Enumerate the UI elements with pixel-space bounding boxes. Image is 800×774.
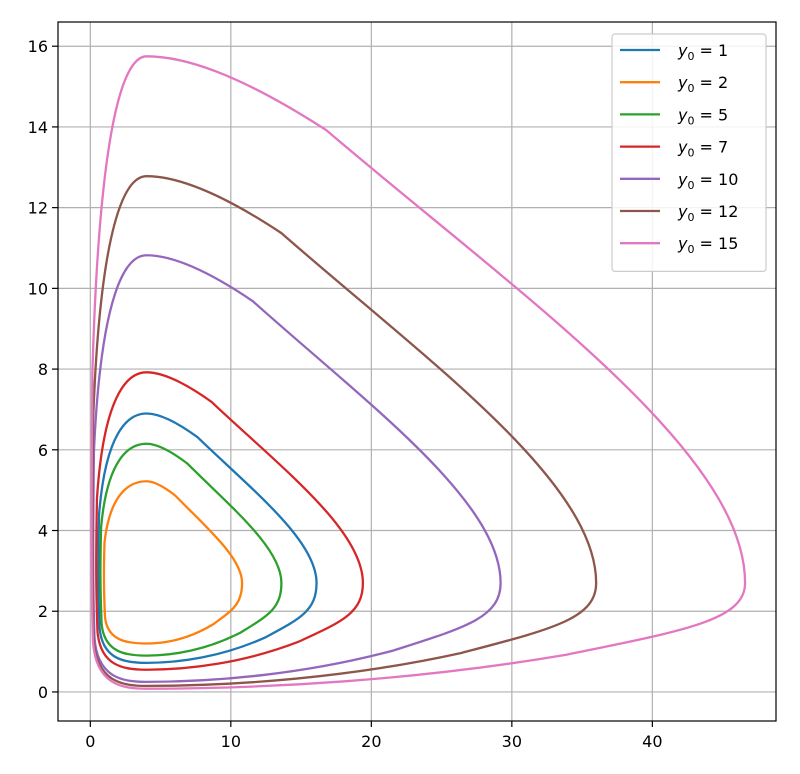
orbit-curve-y0-2 bbox=[102, 480, 244, 645]
y-tick-label: 10 bbox=[28, 279, 48, 298]
y-tick-label: 8 bbox=[38, 360, 48, 379]
legend-label-y0-15: y0 = 15 bbox=[677, 234, 738, 256]
orbit-curve-y0-1 bbox=[97, 412, 318, 665]
legend-label-y0-10: y0 = 10 bbox=[677, 170, 738, 192]
legend-label-y0-7: y0 = 7 bbox=[677, 138, 728, 160]
y-tick-label: 4 bbox=[38, 522, 48, 541]
x-tick-label: 40 bbox=[642, 732, 662, 751]
x-tick-label: 20 bbox=[361, 732, 381, 751]
legend-label-y0-12: y0 = 12 bbox=[677, 202, 738, 224]
orbit-curve-y0-15 bbox=[90, 55, 747, 690]
y-tick-label: 6 bbox=[38, 441, 48, 460]
legend-label-y0-1: y0 = 1 bbox=[677, 41, 728, 63]
orbit-curve-y0-7 bbox=[95, 371, 365, 671]
axis-ticks: 0 10 20 30 40 0 2 4 6 8 10 12 14 16 bbox=[28, 37, 663, 751]
y-tick-label: 16 bbox=[28, 37, 48, 56]
orbits bbox=[90, 55, 747, 690]
x-tick-label: 0 bbox=[85, 732, 95, 751]
y-tick-label: 14 bbox=[28, 118, 48, 137]
y-tick-label: 2 bbox=[38, 602, 48, 621]
x-tick-label: 30 bbox=[502, 732, 522, 751]
grid bbox=[58, 22, 776, 721]
plot-frame bbox=[57, 21, 777, 722]
legend: y0 = 1 y0 = 2 y0 = 5 y0 = 7 y0 = 10 y0 = 12 y0… bbox=[611, 33, 767, 272]
legend-label-y0-5: y0 = 5 bbox=[677, 105, 728, 127]
x-tick-label: 10 bbox=[221, 732, 241, 751]
orbit-curve-y0-5 bbox=[99, 442, 283, 657]
y-tick-label: 0 bbox=[38, 683, 48, 702]
legend-label-y0-2: y0 = 2 bbox=[677, 73, 728, 95]
y-tick-label: 12 bbox=[28, 199, 48, 218]
